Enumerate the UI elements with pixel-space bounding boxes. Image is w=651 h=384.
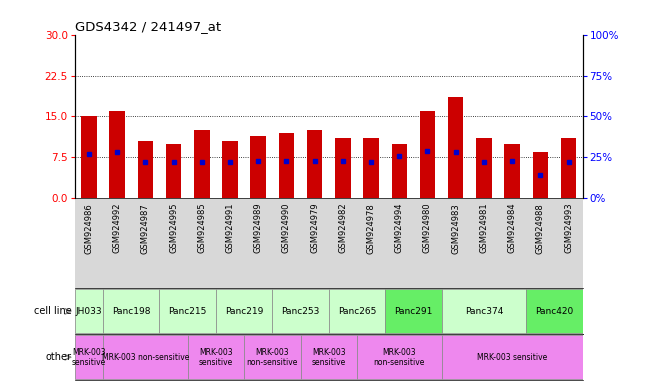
- Text: GSM924994: GSM924994: [395, 203, 404, 253]
- Bar: [251, 136, 266, 199]
- Bar: [216, 290, 272, 333]
- Text: GSM924990: GSM924990: [282, 203, 291, 253]
- Bar: [109, 111, 125, 199]
- Bar: [166, 144, 182, 199]
- Bar: [441, 335, 583, 379]
- Text: MRK-003
non-sensitive: MRK-003 non-sensitive: [374, 348, 425, 367]
- Text: GSM924985: GSM924985: [197, 203, 206, 253]
- Bar: [441, 290, 526, 333]
- Text: Panc374: Panc374: [465, 307, 503, 316]
- Text: GSM924995: GSM924995: [169, 203, 178, 253]
- Text: other: other: [46, 352, 72, 362]
- Text: GSM924983: GSM924983: [451, 203, 460, 253]
- Text: GSM924991: GSM924991: [225, 203, 234, 253]
- Text: GSM924988: GSM924988: [536, 203, 545, 253]
- Bar: [301, 335, 357, 379]
- Text: GSM924986: GSM924986: [85, 203, 94, 253]
- Bar: [391, 144, 407, 199]
- Bar: [75, 290, 103, 333]
- Text: GSM924993: GSM924993: [564, 203, 573, 253]
- Bar: [103, 290, 159, 333]
- Text: MRK-003
sensitive: MRK-003 sensitive: [72, 348, 106, 367]
- Bar: [505, 144, 520, 199]
- Bar: [561, 138, 576, 199]
- Bar: [279, 133, 294, 199]
- Bar: [357, 335, 441, 379]
- Text: Panc219: Panc219: [225, 307, 263, 316]
- Bar: [533, 152, 548, 199]
- Bar: [137, 141, 153, 199]
- Bar: [244, 335, 301, 379]
- Bar: [420, 111, 436, 199]
- Text: Panc265: Panc265: [338, 307, 376, 316]
- Bar: [81, 116, 97, 199]
- Text: GSM924981: GSM924981: [479, 203, 488, 253]
- Text: MRK-003 sensitive: MRK-003 sensitive: [477, 353, 547, 362]
- Text: GSM924989: GSM924989: [254, 203, 263, 253]
- Bar: [307, 130, 322, 199]
- Text: GSM924980: GSM924980: [423, 203, 432, 253]
- Bar: [103, 335, 187, 379]
- Text: MRK-003
non-sensitive: MRK-003 non-sensitive: [247, 348, 298, 367]
- Bar: [335, 138, 351, 199]
- Text: GDS4342 / 241497_at: GDS4342 / 241497_at: [75, 20, 221, 33]
- Text: GSM924987: GSM924987: [141, 203, 150, 253]
- Text: GSM924978: GSM924978: [367, 203, 376, 253]
- Bar: [363, 138, 379, 199]
- Text: cell line: cell line: [34, 306, 72, 316]
- Bar: [194, 130, 210, 199]
- Text: Panc215: Panc215: [169, 307, 207, 316]
- Text: Panc253: Panc253: [281, 307, 320, 316]
- Text: MRK-003
sensitive: MRK-003 sensitive: [312, 348, 346, 367]
- Bar: [222, 141, 238, 199]
- Bar: [526, 290, 583, 333]
- Text: GSM924982: GSM924982: [339, 203, 348, 253]
- Text: MRK-003
sensitive: MRK-003 sensitive: [199, 348, 233, 367]
- Bar: [329, 290, 385, 333]
- Bar: [75, 335, 103, 379]
- Bar: [187, 335, 244, 379]
- Bar: [385, 290, 441, 333]
- Bar: [159, 290, 216, 333]
- Text: Panc420: Panc420: [535, 307, 574, 316]
- Bar: [272, 290, 329, 333]
- Text: GSM924992: GSM924992: [113, 203, 122, 253]
- Bar: [448, 98, 464, 199]
- Bar: [476, 138, 492, 199]
- Text: MRK-003 non-sensitive: MRK-003 non-sensitive: [102, 353, 189, 362]
- Text: JH033: JH033: [76, 307, 102, 316]
- Text: GSM924979: GSM924979: [310, 203, 319, 253]
- Text: Panc198: Panc198: [112, 307, 150, 316]
- Text: Panc291: Panc291: [395, 307, 432, 316]
- Text: GSM924984: GSM924984: [508, 203, 517, 253]
